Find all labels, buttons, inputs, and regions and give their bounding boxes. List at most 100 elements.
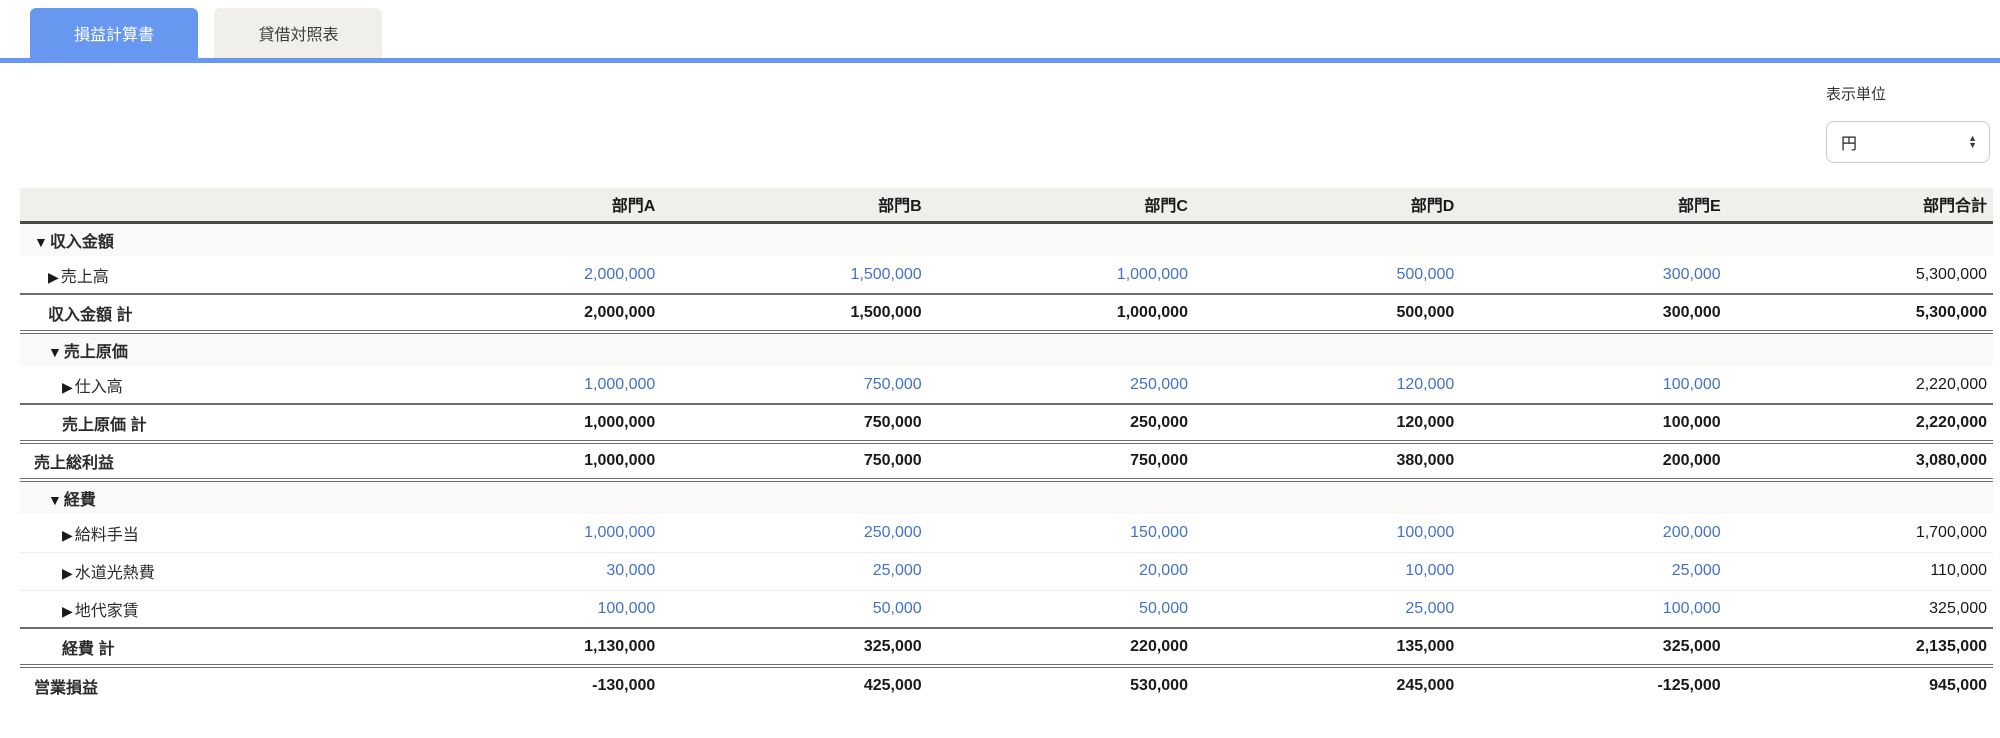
tab-balance-sheet[interactable]: 貸借対照表 xyxy=(214,8,383,58)
cell-value xyxy=(927,332,1194,366)
cell-value: 1,500,000 xyxy=(661,293,928,334)
cell-value: 25,000 xyxy=(1193,589,1461,628)
cell-value: 500,000 xyxy=(1194,256,1460,294)
cell-value: 5,300,000 xyxy=(1726,293,1993,334)
cell-value xyxy=(661,480,928,514)
drilldown-link[interactable]: 1,000,000 xyxy=(584,375,656,393)
cell-value xyxy=(927,480,1194,514)
row-label: 営業損益 xyxy=(20,666,395,704)
drilldown-link[interactable]: 750,000 xyxy=(863,375,922,393)
cell-value xyxy=(1460,332,1727,366)
cell-value: 100,000 xyxy=(1460,589,1727,628)
column-header: 部門E xyxy=(1460,188,1727,224)
drilldown-link[interactable]: 120,000 xyxy=(1396,375,1455,393)
table-row-total: 経費 計 1,130,000 325,000 220,000 135,000 325,00… xyxy=(20,627,1993,668)
cell-value: 750,000 xyxy=(661,403,928,444)
drilldown-link[interactable]: 25,000 xyxy=(1671,562,1721,579)
cell-value xyxy=(1726,480,1993,514)
table-row-total: 収入金額 計 2,000,000 1,500,000 1,000,000 500,000… xyxy=(20,293,1993,334)
cell-value: 530,000 xyxy=(1130,677,1188,694)
cell-value: 50,000 xyxy=(927,589,1194,628)
cell-value: 1,000,000 xyxy=(395,514,661,552)
drilldown-link[interactable]: 100,000 xyxy=(1396,523,1455,541)
row-label-text: 売上原価 xyxy=(63,344,128,361)
collapse-triangle-icon: ▼ xyxy=(48,492,62,508)
drilldown-link[interactable]: 150,000 xyxy=(1130,523,1188,541)
unit-select[interactable]: 円 ▲ ▼ xyxy=(1826,121,1990,163)
table-row-section: ▼ 経費 xyxy=(20,480,1993,514)
drilldown-link[interactable]: 25,000 xyxy=(1405,599,1455,617)
row-label-text: 売上原価 計 xyxy=(62,416,147,434)
drilldown-link[interactable]: 25,000 xyxy=(872,562,922,579)
drilldown-link[interactable]: 1,000,000 xyxy=(584,523,656,541)
drilldown-link[interactable]: 200,000 xyxy=(1662,523,1721,541)
cell-value: 1,500,000 xyxy=(661,256,927,294)
row-label[interactable]: ▶ 仕入高 xyxy=(20,366,395,404)
expand-triangle-icon: ▶ xyxy=(62,602,73,619)
cell-value: 750,000 xyxy=(661,442,928,482)
cell-value: 1,000,000 xyxy=(395,403,662,444)
drilldown-link[interactable]: 100,000 xyxy=(1662,599,1721,617)
cell-value: 50,000 xyxy=(661,589,928,628)
drilldown-link[interactable]: 250,000 xyxy=(1130,375,1188,393)
tab-profit-loss[interactable]: 損益計算書 xyxy=(30,8,198,58)
drilldown-link[interactable]: 50,000 xyxy=(872,599,922,617)
drilldown-link[interactable]: 100,000 xyxy=(1662,375,1721,393)
pl-table: 部門A 部門B 部門C 部門D 部門E 部門合計 ▼ 収入金額 ▶ 売上高 2,000,000 1,… xyxy=(20,188,1993,704)
cell-value: 325,000 xyxy=(1460,627,1727,668)
drilldown-link[interactable]: 250,000 xyxy=(863,523,922,541)
cell-value: 1,000,000 xyxy=(928,256,1194,294)
expand-triangle-icon: ▶ xyxy=(62,565,73,581)
drilldown-link[interactable]: 50,000 xyxy=(1139,599,1188,617)
row-label[interactable]: ▼ 経費 xyxy=(20,480,395,514)
collapse-triangle-icon: ▼ xyxy=(48,344,62,360)
drilldown-link[interactable]: 20,000 xyxy=(1139,562,1188,579)
table-row-grand: 営業損益 -130,000 425,000 530,000 245,000 -125,00… xyxy=(20,666,1993,704)
cell-value: 100,000 xyxy=(1460,403,1727,444)
cell-value: 250,000 xyxy=(661,514,927,552)
row-label[interactable]: ▼ 収入金額 xyxy=(20,222,395,256)
drilldown-link[interactable]: 10,000 xyxy=(1405,562,1455,579)
row-label[interactable]: ▼ 売上原価 xyxy=(20,332,395,366)
cell-value: 135,000 xyxy=(1193,627,1461,668)
cell-value: 30,000 xyxy=(395,551,662,590)
table-row-grand: 売上総利益 1,000,000 750,000 750,000 380,000 200,0… xyxy=(20,442,1993,482)
row-label-text: 経費 xyxy=(63,492,96,509)
row-label[interactable]: ▶ 給料手当 xyxy=(20,514,395,552)
cell-value: 200,000 xyxy=(1460,514,1726,552)
row-label-text: 給料手当 xyxy=(74,526,139,544)
cell-value: 120,000 xyxy=(1193,403,1461,444)
cell-value: 2,220,000 xyxy=(1726,403,1993,444)
row-label-text: 営業損益 xyxy=(34,680,99,697)
drilldown-link[interactable]: 30,000 xyxy=(606,562,656,579)
row-label[interactable]: ▶ 水道光熱費 xyxy=(20,551,395,590)
drilldown-link[interactable]: 500,000 xyxy=(1396,265,1455,283)
unit-selector-label: 表示単位 xyxy=(1826,86,1887,103)
table-header-row: 部門A 部門B 部門C 部門D 部門E 部門合計 xyxy=(20,188,1993,224)
cell-value: 2,135,000 xyxy=(1726,627,1993,668)
cell-value: 245,000 xyxy=(1396,677,1455,694)
cell-value: 300,000 xyxy=(1460,256,1726,294)
cell-value: 380,000 xyxy=(1193,442,1461,482)
drilldown-link[interactable]: 100,000 xyxy=(597,599,656,617)
row-label: 売上原価 計 xyxy=(20,403,395,444)
cell-value xyxy=(395,480,662,514)
table-row-item: ▶ 仕入高 1,000,000 750,000 250,000 120,000 100,00… xyxy=(20,366,1993,404)
drilldown-link[interactable]: 1,500,000 xyxy=(850,265,922,283)
cell-value: 250,000 xyxy=(927,403,1194,444)
drilldown-link[interactable]: 2,000,000 xyxy=(584,265,656,283)
row-label: 経費 計 xyxy=(20,627,395,668)
row-label[interactable]: ▶ 地代家賃 xyxy=(20,589,395,628)
cell-value: 2,000,000 xyxy=(395,293,662,334)
row-label-text: 収入金額 計 xyxy=(48,306,133,324)
drilldown-link[interactable]: 1,000,000 xyxy=(1116,265,1188,283)
row-label-text: 収入金額 xyxy=(49,233,114,251)
tab-bar: 損益計算書 貸借対照表 xyxy=(0,0,2000,58)
cell-value: 25,000 xyxy=(1460,551,1727,590)
row-label-text: 地代家賃 xyxy=(74,602,139,620)
row-label[interactable]: ▶ 売上高 xyxy=(20,256,395,294)
column-header: 部門D xyxy=(1193,188,1461,224)
toolbar: 表示単位 円 ▲ ▼ xyxy=(0,63,2000,163)
cell-value xyxy=(395,222,662,256)
drilldown-link[interactable]: 300,000 xyxy=(1662,265,1721,283)
